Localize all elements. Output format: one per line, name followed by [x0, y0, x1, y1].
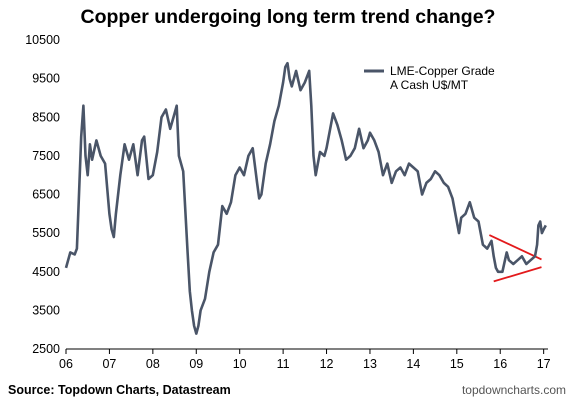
y-tick-label: 2500: [32, 342, 60, 356]
trend-line: [493, 266, 542, 283]
legend-label: A Cash U$/MT: [390, 78, 469, 92]
y-tick-label: 8500: [32, 110, 60, 124]
series-line: [64, 61, 547, 335]
x-tick-label: 11: [277, 357, 290, 371]
x-tick-label: 09: [189, 357, 203, 371]
legend-label: LME-Copper Grade: [390, 64, 495, 78]
series-lines: [64, 61, 547, 335]
x-tick-label: 07: [102, 357, 116, 371]
x-tick-label: 10: [233, 357, 247, 371]
site-credit: topdowncharts.com: [461, 383, 566, 397]
y-tick-label: 3500: [32, 303, 60, 317]
x-tick-label: 16: [493, 357, 507, 371]
x-tick-label: 12: [320, 357, 334, 371]
trend-annotations: [488, 234, 542, 283]
y-tick-label: 9500: [32, 72, 60, 86]
x-tick-label: 13: [363, 357, 377, 371]
y-tick-label: 5500: [32, 226, 60, 240]
x-tick-label: 08: [146, 357, 160, 371]
chart-title: Copper undergoing long term trend change…: [80, 6, 496, 28]
axes: 2500 3500 4500 5500 6500 7500 8500 9500 10500 06 0…: [25, 33, 550, 371]
x-tick-label: 06: [59, 357, 73, 371]
source-note: Source: Topdown Charts, Datastream: [8, 383, 231, 397]
y-tick-label: 7500: [32, 149, 60, 163]
y-tick-label: 4500: [32, 265, 60, 279]
trend-line: [488, 234, 542, 261]
x-tick-label: 14: [406, 357, 420, 371]
y-tick-label: 6500: [32, 188, 60, 202]
x-tick-label: 15: [450, 357, 464, 371]
y-tick-label: 10500: [25, 33, 60, 47]
x-tick-label: 17: [537, 357, 551, 371]
